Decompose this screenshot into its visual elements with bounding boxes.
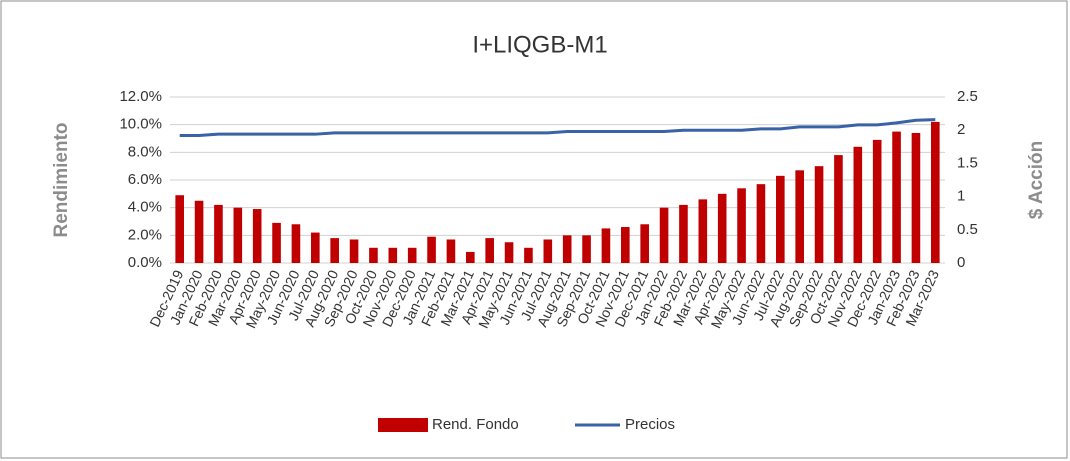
chart-title: I+LIQGB-M1 [472,31,607,58]
bar [214,204,223,263]
legend-label: Rend. Fondo [432,416,519,433]
bar [194,200,204,263]
bar [252,209,262,263]
legend-swatch [378,418,428,432]
bar [756,184,766,263]
y2-tick-label: 2.5 [957,88,978,105]
legend-label: Precios [625,416,675,433]
line [179,118,936,138]
bar [601,228,611,263]
y-tick-label: 10.0% [119,116,162,133]
bar [543,239,553,263]
bar [621,227,630,263]
bar [582,235,591,263]
bar [427,236,436,263]
y2-tick-label: 2 [957,121,965,138]
bar [834,155,843,263]
bar [175,195,184,263]
bar [853,146,863,263]
bar [931,121,940,264]
bar [349,239,359,263]
y2-tick-label: 1 [957,188,965,205]
y-tick-label: 2.0% [128,226,162,243]
bar [872,139,882,263]
bar [911,132,921,263]
y-tick-label: 6.0% [128,171,162,188]
bar [717,193,727,263]
y2-tick-label: 0.5 [957,221,978,238]
bar [446,239,456,263]
y2-tick-label: 1.5 [957,154,978,171]
bar [814,166,824,263]
y-tick-label: 12.0% [119,88,162,105]
bar [272,222,281,263]
bar [795,170,804,263]
y2-axis-label: $ Acción [1026,141,1047,220]
bar [407,247,417,263]
bar [679,204,688,263]
bar [330,238,339,263]
bar [562,235,572,263]
bar [291,224,301,263]
bar [737,188,746,263]
bar [892,131,901,263]
bar [698,199,708,263]
y2-tick-label: 0 [957,254,965,271]
bar [504,242,514,263]
bar [776,175,785,263]
bar [388,247,398,263]
bar [485,238,494,263]
bar [640,224,649,263]
y-axis-label: Rendimiento [51,122,72,237]
y-tick-label: 4.0% [128,199,162,216]
bar [311,232,320,263]
bar [233,207,243,263]
y-tick-label: 8.0% [128,143,162,160]
bar [659,207,669,263]
bar [369,247,378,263]
bar [466,251,475,263]
y-tick-label: 0.0% [128,254,162,271]
bar [524,247,533,263]
